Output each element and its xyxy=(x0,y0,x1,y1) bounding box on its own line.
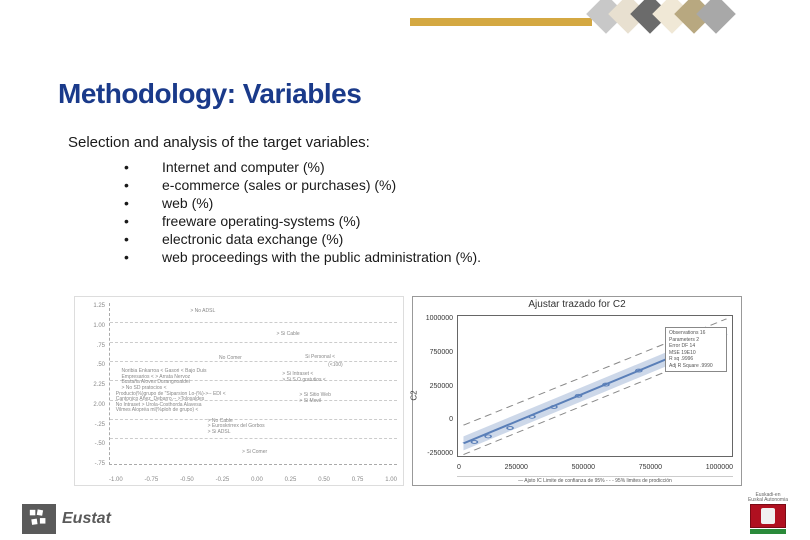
header-decoration xyxy=(410,0,730,40)
bullet-item: •web proceedings with the public adminis… xyxy=(124,249,752,265)
chart-title: Ajustar trazado for C2 xyxy=(413,297,741,310)
slide-title: Methodology: Variables xyxy=(58,78,752,110)
x-axis: 0 250000 500000 750000 1000000 xyxy=(457,464,733,471)
bullet-item: •electronic data exchange (%) xyxy=(124,231,752,247)
bullet-item: •web (%) xyxy=(124,195,752,211)
plot-area: > No ADSL > Si Cable No Comer Si Persona… xyxy=(109,303,397,465)
govt-logo-bar xyxy=(750,529,786,534)
regression-fit-chart: Ajustar trazado for C2 C2 1000000 750000… xyxy=(412,296,742,486)
eustat-logo: Eustat xyxy=(22,504,111,534)
stat-box: Observations 16 Parameters 2 Error DF 14… xyxy=(665,327,727,372)
bullet-item: •Internet and computer (%) xyxy=(124,159,752,175)
y-label: C2 xyxy=(410,390,419,400)
bullet-item: •e-commerce (sales or purchases) (%) xyxy=(124,177,752,193)
govt-logo: Euskadi-en Euskal Autonomia xyxy=(748,493,788,534)
bullet-item: •freeware operating-systems (%) xyxy=(124,213,752,229)
legend-footer: — Ajsto IC Limite de confianza de 95% - … xyxy=(457,476,733,484)
eustat-logo-text: Eustat xyxy=(62,510,111,528)
govt-logo-text: Euskadi-en Euskal Autonomia xyxy=(748,493,788,503)
slide-footer: Eustat Euskadi-en Euskal Autonomia xyxy=(0,496,810,540)
eustat-logo-icon xyxy=(22,504,56,534)
slide-content: Methodology: Variables Selection and ana… xyxy=(58,78,752,267)
slide-subtitle: Selection and analysis of the target var… xyxy=(68,134,752,151)
shield-icon xyxy=(750,504,786,528)
charts-row: 1.25 1.00 .75 .50 2.25 2.00 -.25 -.50 -.… xyxy=(74,296,762,486)
bullet-list: •Internet and computer (%) •e-commerce (… xyxy=(124,159,752,265)
x-axis: -1.00 -0.75 -0.50 -0.25 0.00 0.25 0.50 0… xyxy=(109,477,397,483)
y-axis: 1.25 1.00 .75 .50 2.25 2.00 -.25 -.50 -.… xyxy=(81,303,105,467)
scatter-biplot-chart: 1.25 1.00 .75 .50 2.25 2.00 -.25 -.50 -.… xyxy=(74,296,404,486)
y-axis: 1000000 750000 250000 0 -250000 xyxy=(419,315,453,457)
